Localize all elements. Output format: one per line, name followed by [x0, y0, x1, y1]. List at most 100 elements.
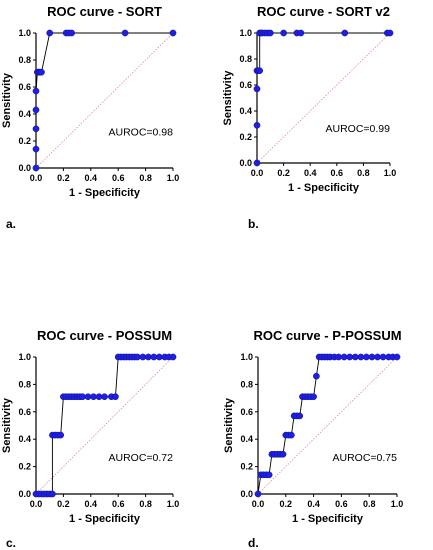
chart-title: ROC curve - SORT [47, 4, 162, 19]
x-tick-label: 0.0 [252, 499, 265, 509]
x-tick-label: 0.6 [112, 173, 125, 183]
roc-point [68, 29, 75, 37]
y-axis-label: Sensitivity [223, 397, 235, 453]
y-tick-label: 1.0 [240, 352, 253, 362]
chart-title: ROC curve - POSSUM [37, 328, 172, 343]
x-tick-label: 0.8 [139, 173, 152, 183]
roc-point [288, 431, 295, 439]
roc-point [253, 85, 261, 93]
panel-label: b. [248, 217, 259, 231]
y-tick-label: 1.0 [18, 28, 31, 38]
x-tick-label: 0.4 [85, 499, 98, 509]
roc-panel-2: ROC curve - SORT v2 0.0 0.2 0.4 0.6 0.8 1.0 0.0… [222, 4, 396, 231]
panel-label: a. [6, 217, 16, 231]
y-tick-label: 1.0 [18, 352, 31, 362]
x-tick-label: 0.0 [251, 168, 264, 178]
panel-label: c. [6, 536, 16, 550]
roc-point [169, 29, 177, 37]
x-axis-label: 1 - Specificity [69, 187, 141, 199]
x-tick-label: 0.2 [57, 173, 70, 183]
roc-point [121, 29, 129, 37]
auroc-annotation: AUROC=0.99 [326, 123, 391, 135]
reference-diagonal [35, 356, 174, 495]
y-tick-label: 0.2 [239, 132, 252, 142]
y-tick-label: 0.6 [240, 407, 253, 417]
roc-point [46, 29, 54, 37]
roc-panel-3: ROC curve - POSSUM 0.0 0.2 0.4 0.6 0.8 1.0 0.0 0… [1, 328, 179, 550]
y-tick-label: 0.8 [239, 54, 252, 64]
y-axis-label: Sensitivity [1, 397, 13, 453]
roc-point [297, 29, 305, 37]
roc-point [254, 490, 262, 498]
roc-point [363, 353, 370, 361]
roc-point [379, 353, 387, 361]
x-tick-label: 0.4 [304, 168, 317, 178]
y-tick-label: 0.8 [18, 55, 31, 65]
y-tick-label: 0.6 [18, 82, 31, 92]
y-tick-label: 0.8 [18, 379, 31, 389]
roc-point [253, 121, 261, 129]
x-tick-label: 0.6 [335, 499, 348, 509]
x-tick-label: 0.8 [357, 168, 370, 178]
reference-diagonal [256, 32, 391, 164]
x-tick-label: 0.6 [331, 168, 344, 178]
roc-point [357, 353, 365, 361]
roc-point [386, 29, 394, 37]
y-tick-label: 0.4 [18, 434, 31, 444]
panel-label: d. [248, 536, 259, 550]
x-tick-label: 1.0 [384, 168, 397, 178]
roc-point [310, 393, 317, 401]
roc-point [57, 431, 65, 439]
roc-point [256, 67, 264, 75]
roc-point [374, 353, 381, 361]
roc-point [280, 29, 287, 37]
roc-point [313, 372, 320, 380]
y-tick-label: 0.0 [239, 158, 252, 168]
y-tick-label: 0.0 [18, 489, 31, 499]
roc-point [341, 29, 349, 37]
x-tick-label: 0.2 [57, 499, 70, 509]
roc-point [266, 29, 274, 37]
roc-point [340, 353, 348, 361]
y-tick-label: 0.2 [18, 462, 31, 472]
roc-point [49, 490, 56, 498]
roc-point [265, 471, 273, 479]
roc-point [32, 145, 40, 153]
roc-point [101, 393, 108, 401]
x-axis-label: 1 - Specificity [288, 182, 360, 194]
y-tick-label: 0.4 [240, 434, 253, 444]
x-tick-label: 1.0 [391, 499, 404, 509]
y-tick-label: 0.6 [239, 80, 252, 90]
auroc-annotation: AUROC=0.72 [109, 452, 174, 464]
y-tick-label: 0.0 [18, 163, 31, 173]
reference-diagonal [257, 356, 398, 495]
x-axis-label: 1 - Specificity [292, 513, 364, 525]
roc-point [112, 393, 119, 401]
roc-point [393, 353, 401, 361]
x-tick-label: 1.0 [167, 173, 180, 183]
reference-diagonal [35, 32, 174, 169]
roc-point [32, 87, 40, 95]
chart-title: ROC curve - SORT v2 [257, 4, 390, 19]
y-axis-label: Sensitivity [222, 70, 234, 126]
auroc-annotation: AUROC=0.75 [333, 452, 398, 464]
y-tick-label: 0.4 [239, 106, 252, 116]
x-tick-label: 1.0 [167, 499, 180, 509]
x-axis-label: 1 - Specificity [69, 513, 141, 525]
x-tick-label: 0.2 [280, 499, 293, 509]
x-tick-label: 0.8 [139, 499, 152, 509]
y-tick-label: 0.4 [18, 109, 31, 119]
y-tick-label: 0.2 [240, 462, 253, 472]
y-tick-label: 0.2 [18, 136, 31, 146]
roc-point [279, 450, 287, 458]
roc-point [169, 353, 177, 361]
x-tick-label: 0.0 [30, 499, 43, 509]
y-tick-label: 0.6 [18, 407, 31, 417]
roc-point [32, 125, 40, 133]
chart-title: ROC curve - P-POSSUM [253, 328, 401, 343]
roc-point [296, 412, 304, 420]
roc-point [335, 353, 342, 361]
y-tick-label: 1.0 [239, 28, 252, 38]
roc-point [253, 159, 261, 167]
